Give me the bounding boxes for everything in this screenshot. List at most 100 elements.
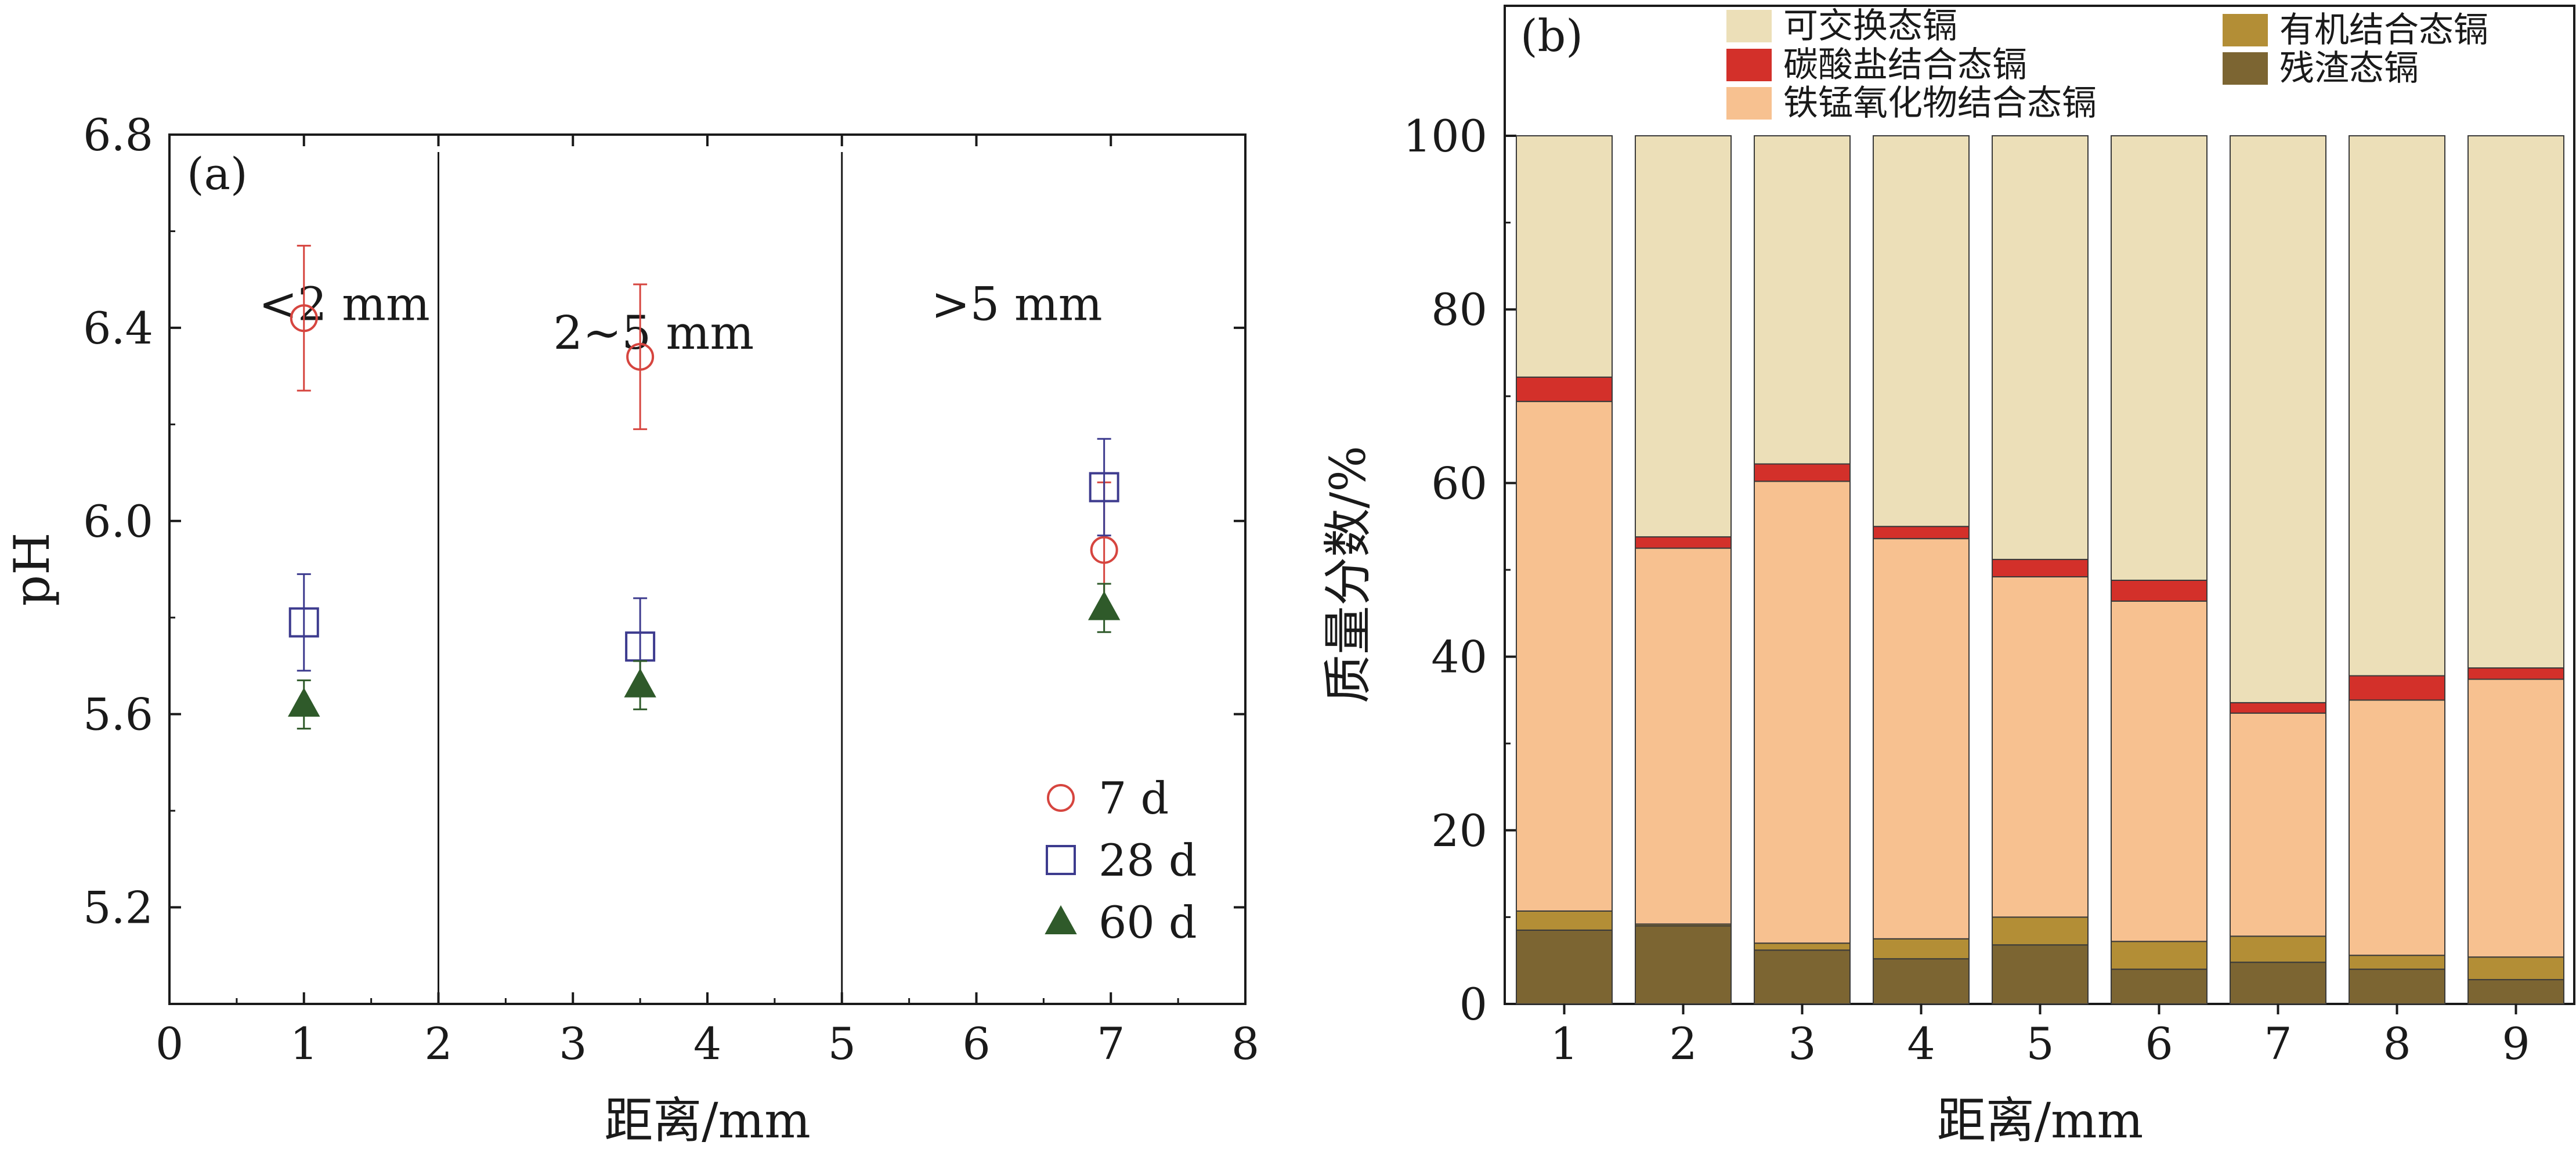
bar-segment [2111, 135, 2208, 581]
y-tick-label: 40 [1431, 631, 1487, 683]
y-tick-label: 100 [1403, 110, 1487, 162]
bar-segment [2349, 675, 2445, 701]
bar-segment [1516, 910, 1613, 931]
legend-swatch [2223, 52, 2268, 85]
y-tick-label: 0 [1459, 978, 1487, 1030]
bar-segment [1992, 944, 2089, 1005]
panel-b-label: (b) [1520, 10, 1583, 62]
bar-segment [2467, 956, 2564, 981]
bar-segment [1635, 547, 1732, 925]
panel-a-ph-scatter: 0 1 2 3 4 5 6 7 8 5.2 5.6 6.0 6.4 6.8 <2 mm 2~5 mm >5 mm… [3, 109, 1259, 1149]
bar-segment [2111, 941, 2208, 970]
bar-segment [2349, 135, 2445, 677]
bar-segment [1754, 135, 1851, 465]
legend-swatch [2223, 14, 2268, 46]
x-tick-label: 4 [693, 1018, 721, 1069]
bar-segment [2111, 969, 2208, 1005]
legend-marker [1046, 845, 1076, 875]
x-tick-label: 6 [2145, 1018, 2173, 1069]
y-tick-label: 80 [1431, 284, 1487, 335]
x-tick-label: 2 [424, 1018, 452, 1069]
legend-marker [1047, 784, 1075, 812]
bar-segment [2467, 135, 2564, 669]
panel-a-label: (a) [187, 148, 248, 200]
y-tick-label: 5.6 [83, 689, 153, 740]
x-axis-title: 距离/mm [604, 1092, 811, 1149]
legend-label: 28 d [1099, 834, 1197, 886]
panel-b-stacked-bars: 0 20 40 60 80 100 1 2 3 4 5 6 7 8 9 距离/mm 质量分数/% (b) 可交换态镉… [1320, 5, 2575, 1149]
legend-swatch [1726, 10, 1772, 42]
data-point-60d [1088, 591, 1121, 620]
legend-swatch [1726, 49, 1772, 81]
bar-segment [2111, 579, 2208, 602]
bar-segment [2467, 667, 2564, 680]
bar-segment [2349, 699, 2445, 956]
region-label: 2~5 mm [553, 306, 754, 360]
legend-label: 残渣态镉 [2279, 48, 2419, 89]
bar-segment [2230, 135, 2326, 703]
bar-segment [2349, 955, 2445, 970]
x-tick-label: 3 [1788, 1018, 1816, 1069]
x-axis-title: 距离/mm [1937, 1092, 2144, 1149]
y-tick-label: 6.0 [83, 496, 153, 547]
legend-label: 可交换态镉 [1783, 6, 1957, 46]
bar-segment [1873, 938, 1970, 960]
data-point-7d [626, 342, 655, 371]
x-tick-label: 8 [1231, 1018, 1259, 1069]
y-axis-title: 质量分数/% [1320, 446, 1376, 703]
x-tick-label: 1 [290, 1018, 318, 1069]
data-point-28d [1089, 472, 1119, 503]
bar-segment [2111, 600, 2208, 942]
bar-segment [2467, 979, 2564, 1005]
legend-label: 碳酸盐结合态镉 [1783, 45, 2027, 85]
y-tick-label: 6.8 [83, 109, 153, 161]
x-tick-label: 3 [559, 1018, 587, 1069]
bar-segment [1516, 400, 1613, 912]
bar-segment [1992, 916, 2089, 946]
x-tick-label: 9 [2502, 1018, 2530, 1069]
x-tick-label: 2 [1669, 1018, 1697, 1069]
x-tick-label: 1 [1550, 1018, 1578, 1069]
data-point-7d [1090, 536, 1118, 564]
legend-label: 60 d [1099, 897, 1197, 948]
bar-segment [2349, 969, 2445, 1005]
x-tick-label: 5 [828, 1018, 856, 1069]
y-axis-title: pH [3, 532, 60, 606]
x-tick-label: 5 [2026, 1018, 2054, 1069]
bar-segment [2467, 678, 2564, 958]
bar-segment [1635, 536, 1732, 549]
x-tick-label: 6 [962, 1018, 990, 1069]
x-tick-label: 0 [156, 1018, 183, 1069]
bar-segment [2230, 702, 2326, 714]
bar-segment [1992, 135, 2089, 561]
bar-segment [1873, 526, 1970, 540]
bar-segment [1635, 135, 1732, 538]
legend-label: 铁锰氧化物结合态镉 [1783, 83, 2097, 124]
bar-segment [1992, 576, 2089, 918]
bar-segment [1992, 559, 2089, 577]
data-point-60d [624, 668, 656, 698]
y-tick-label: 5.2 [83, 882, 153, 934]
data-point-28d [288, 607, 319, 638]
data-point-60d [288, 687, 320, 717]
x-tick-label: 7 [2264, 1018, 2292, 1069]
x-tick-label: 8 [2383, 1018, 2411, 1069]
panel-a-frame [168, 133, 1247, 1005]
y-tick-label: 20 [1431, 805, 1487, 857]
bar-segment [2230, 712, 2326, 937]
bar-segment [1516, 929, 1613, 1005]
bar-segment [1516, 135, 1613, 378]
region-label: >5 mm [931, 277, 1102, 331]
bar-segment [1754, 949, 1851, 1005]
region-label: <2 mm [259, 277, 430, 331]
bar-segment [1754, 480, 1851, 944]
bar-segment [1873, 135, 1970, 527]
data-point-7d [290, 304, 318, 333]
bar-segment [1873, 958, 1970, 1005]
y-tick-label: 60 [1431, 457, 1487, 509]
bar-segment [2230, 962, 2326, 1005]
bar-segment [2230, 935, 2326, 963]
bar-segment [1635, 925, 1732, 1005]
bar-segment [1754, 463, 1851, 482]
